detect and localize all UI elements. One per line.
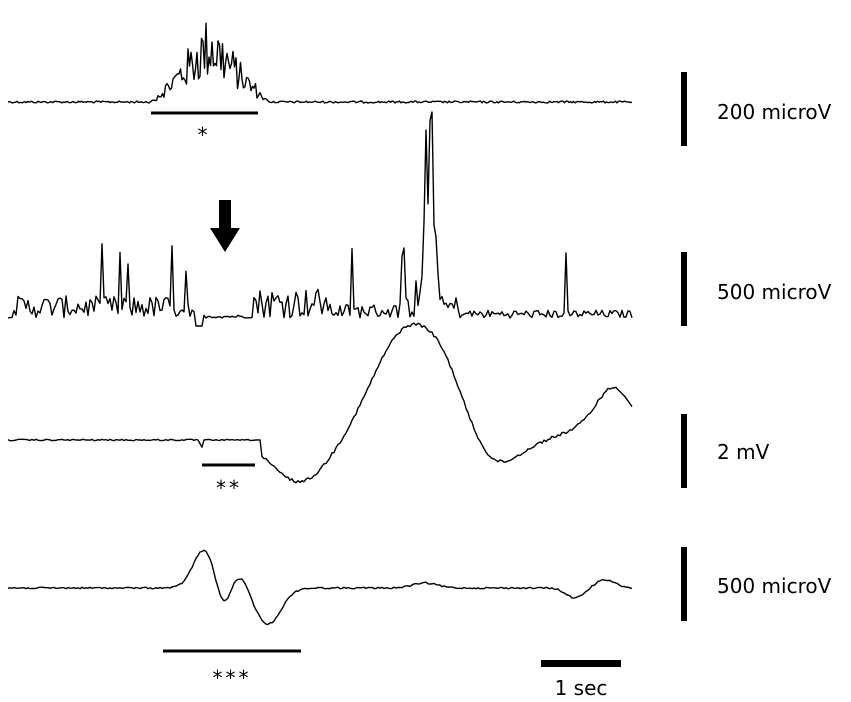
trace-2-scale-bar [681,252,687,326]
trace-1-scale-bar [681,72,687,146]
trace-4-line [7,549,633,626]
trace-1-line [7,22,633,104]
trace-2-arrow-icon [210,200,240,252]
trace-3-line [7,322,633,484]
trace-1-marker-label: * [198,123,211,147]
trace-3-scale-label: 2 mV [717,440,770,464]
trace-2-scale-label: 500 microV [717,280,832,304]
trace-4-marker-label: *** [213,666,252,690]
trace-2-line [7,111,633,327]
trace-4-scale-bar [681,547,687,621]
time-scale-label: 1 sec [555,676,608,700]
trace-3-marker-label: ** [216,476,242,500]
trace-3-scale-bar [681,414,687,488]
trace-4-scale-label: 500 microV [717,574,832,598]
time-scale-bar [541,660,621,667]
trace-1-scale-label: 200 microV [717,100,832,124]
